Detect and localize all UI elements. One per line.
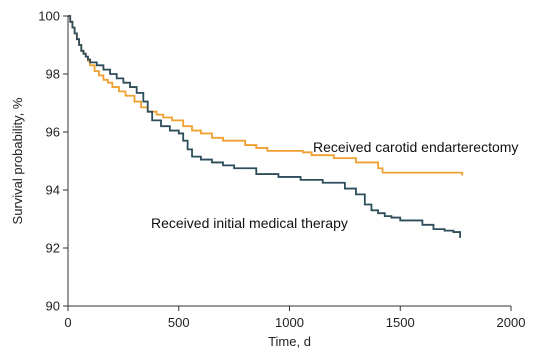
axes: [67, 16, 511, 307]
x-tick-label: 1000: [275, 315, 304, 330]
y-tick-label: 100: [38, 9, 60, 24]
plot-area: [68, 15, 464, 238]
x-tick-label: 2000: [497, 315, 526, 330]
series-line-medical-therapy: [68, 15, 461, 238]
x-tick-label: 1500: [386, 315, 415, 330]
x-axis-title: Time, d: [268, 334, 311, 349]
y-tick-label: 96: [46, 125, 60, 140]
y-axis-title: Survival probability, %: [10, 97, 25, 224]
series-label-medical-therapy: Received initial medical therapy: [151, 215, 348, 231]
y-tick-label: 98: [46, 67, 60, 82]
series-label-endarterectomy: Received carotid endarterectomy: [313, 139, 518, 155]
ticks: 0 500 1000 1500 2000 90 92 94 96 98 100: [38, 9, 525, 331]
x-tick-label: 0: [64, 315, 71, 330]
y-tick-label: 90: [46, 299, 60, 314]
y-tick-label: 92: [46, 241, 60, 256]
y-tick-label: 94: [46, 183, 60, 198]
x-tick-label: 500: [168, 315, 190, 330]
